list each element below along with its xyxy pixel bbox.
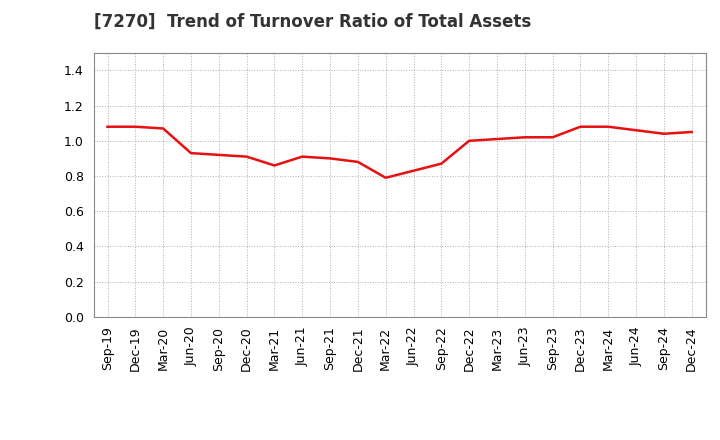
Text: [7270]  Trend of Turnover Ratio of Total Assets: [7270] Trend of Turnover Ratio of Total … xyxy=(94,13,531,31)
